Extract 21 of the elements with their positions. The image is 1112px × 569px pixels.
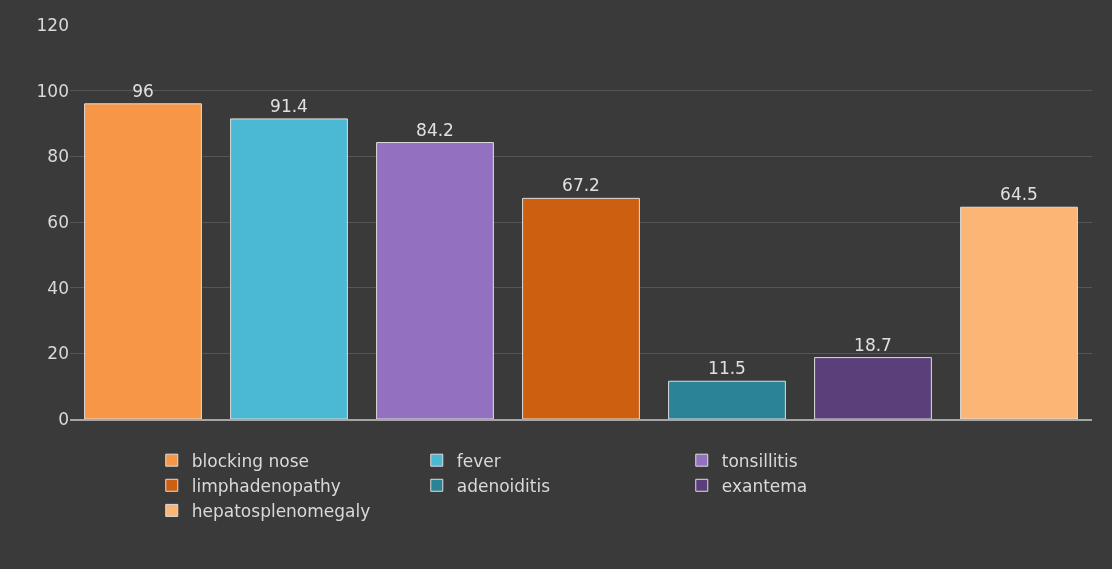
data-label: 67.2 xyxy=(562,175,600,196)
y-tick-label: 60 xyxy=(47,211,69,232)
y-tick-label: 100 xyxy=(36,80,69,101)
y-tick-label: 120 xyxy=(36,14,69,35)
legend-label: limphadenopathy xyxy=(191,475,341,496)
data-label: 84.2 xyxy=(416,119,454,140)
y-tick-label: 0 xyxy=(58,408,69,429)
legend-label: adenoiditis xyxy=(456,475,551,496)
y-tick-label: 80 xyxy=(47,146,69,167)
legend-label: exantema xyxy=(721,475,808,496)
y-tick-label: 20 xyxy=(47,343,69,364)
legend-label: fever xyxy=(456,450,501,471)
legend-label: tonsillitis xyxy=(721,450,798,471)
data-label: 96 xyxy=(132,80,154,101)
data-label: 64.5 xyxy=(1000,184,1038,205)
data-label: 91.4 xyxy=(270,95,308,116)
data-label: 11.5 xyxy=(708,358,746,379)
data-label: 18.7 xyxy=(854,334,892,355)
legend-label: blocking nose xyxy=(191,450,310,471)
y-tick-label: 40 xyxy=(47,277,69,298)
legend-label: hepatosplenomegaly xyxy=(191,501,371,522)
